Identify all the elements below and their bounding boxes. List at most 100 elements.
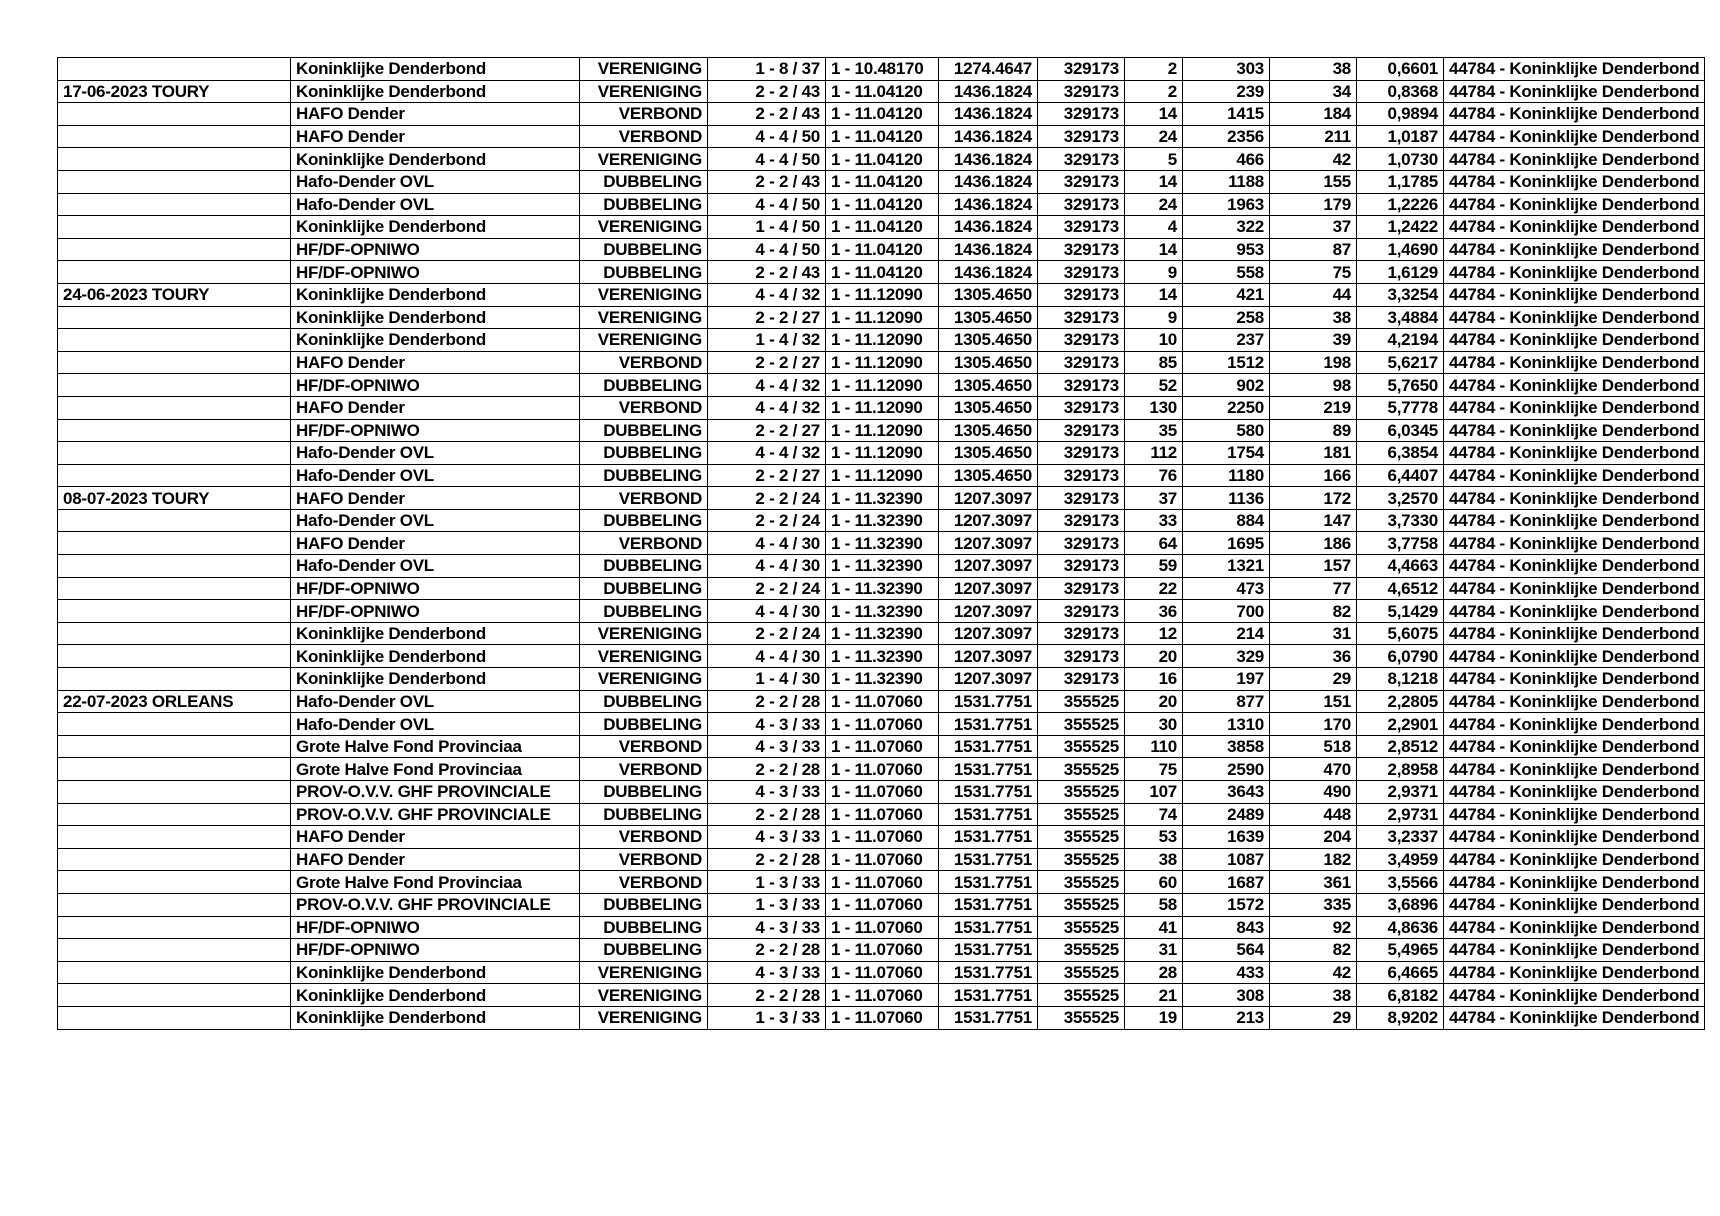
arrival-time-cell: 1 - 11.32390 — [825, 621, 939, 646]
distance-cell: 329173 — [1037, 57, 1125, 81]
table-row: Koninklijke Denderbond VERENIGING 1 - 4 / … — [57, 328, 1706, 352]
placement-cell: 4 - 4 / 30 — [707, 644, 826, 669]
participants-cell: 92 — [1269, 915, 1357, 940]
club-name-cell: HF/DF-OPNIWO — [290, 418, 580, 443]
participants-cell: 87 — [1269, 237, 1357, 262]
arrival-time-cell: 1 - 11.12090 — [825, 441, 939, 465]
member-cell: 44784 - Koninklijke Denderbond — [1442, 57, 1706, 81]
arrival-time-cell: 1 - 11.32390 — [825, 667, 939, 691]
race-date-cell — [57, 802, 291, 827]
table-row: Grote Halve Fond Provinciaa VERBOND 4 - 3 … — [57, 734, 1706, 759]
race-date-cell — [57, 260, 291, 284]
speed-cell: 1531.7751 — [938, 780, 1038, 804]
speed-cell: 1531.7751 — [938, 960, 1038, 985]
coefficient-cell: 3,7758 — [1356, 531, 1444, 556]
arrival-time-cell: 1 - 11.12090 — [825, 463, 939, 488]
arrival-time-cell: 1 - 11.32390 — [825, 554, 939, 578]
participants-cell: 204 — [1269, 825, 1357, 849]
pigeons-cell: 35 — [1124, 418, 1183, 443]
pigeons-cell: 2 — [1124, 79, 1183, 104]
race-date-cell — [57, 554, 291, 578]
participants-cell: 181 — [1269, 441, 1357, 465]
pigeons-cell: 64 — [1124, 531, 1183, 556]
club-name-cell: HF/DF-OPNIWO — [290, 938, 580, 962]
speed-cell: 1531.7751 — [938, 847, 1038, 872]
category-cell: VERBOND — [579, 825, 708, 849]
table-row: Koninklijke Denderbond VERENIGING 1 - 4 / … — [57, 215, 1706, 239]
distance-cell: 355525 — [1037, 938, 1125, 962]
speed-cell: 1305.4650 — [938, 350, 1038, 375]
coefficient-cell: 1,4690 — [1356, 237, 1444, 262]
speed-cell: 1436.1824 — [938, 237, 1038, 262]
member-cell: 44784 - Koninklijke Denderbond — [1442, 780, 1706, 804]
distance-cell: 355525 — [1037, 915, 1125, 940]
category-cell: VERENIGING — [579, 667, 708, 691]
member-cell: 44784 - Koninklijke Denderbond — [1442, 802, 1706, 827]
member-cell: 44784 - Koninklijke Denderbond — [1442, 892, 1706, 917]
club-name-cell: Koninklijke Denderbond — [290, 328, 580, 352]
distance-cell: 329173 — [1037, 328, 1125, 352]
entries-cell: 421 — [1182, 282, 1270, 307]
member-cell: 44784 - Koninklijke Denderbond — [1442, 757, 1706, 781]
placement-cell: 2 - 2 / 27 — [707, 305, 826, 330]
table-row: PROV-O.V.V. GHF PROVINCIALE DUBBELING 1 - … — [57, 892, 1706, 917]
table-row: HF/DF-OPNIWO DUBBELING 4 - 4 / 32 1 - 11.12… — [57, 373, 1706, 397]
member-cell: 44784 - Koninklijke Denderbond — [1442, 260, 1706, 284]
race-date-cell — [57, 147, 291, 171]
category-cell: VERBOND — [579, 350, 708, 375]
placement-cell: 2 - 2 / 24 — [707, 508, 826, 533]
entries-cell: 1572 — [1182, 892, 1270, 917]
member-cell: 44784 - Koninklijke Denderbond — [1442, 667, 1706, 691]
race-date-cell — [57, 960, 291, 985]
arrival-time-cell: 1 - 11.12090 — [825, 373, 939, 397]
coefficient-cell: 1,2226 — [1356, 192, 1444, 217]
entries-cell: 433 — [1182, 960, 1270, 985]
category-cell: VERBOND — [579, 734, 708, 759]
speed-cell: 1436.1824 — [938, 260, 1038, 284]
coefficient-cell: 3,3254 — [1356, 282, 1444, 307]
category-cell: DUBBELING — [579, 689, 708, 714]
distance-cell: 329173 — [1037, 667, 1125, 691]
speed-cell: 1531.7751 — [938, 825, 1038, 849]
participants-cell: 470 — [1269, 757, 1357, 781]
results-table: Koninklijke Denderbond VERENIGING 1 - 8 / … — [57, 57, 1706, 1030]
club-name-cell: HF/DF-OPNIWO — [290, 373, 580, 397]
coefficient-cell: 5,7778 — [1356, 395, 1444, 420]
entries-cell: 3858 — [1182, 734, 1270, 759]
coefficient-cell: 0,8368 — [1356, 79, 1444, 104]
category-cell: DUBBELING — [579, 576, 708, 601]
placement-cell: 2 - 2 / 24 — [707, 621, 826, 646]
speed-cell: 1436.1824 — [938, 169, 1038, 194]
arrival-time-cell: 1 - 11.32390 — [825, 508, 939, 533]
pigeons-cell: 112 — [1124, 441, 1183, 465]
club-name-cell: HAFO Dender — [290, 825, 580, 849]
entries-cell: 580 — [1182, 418, 1270, 443]
entries-cell: 884 — [1182, 508, 1270, 533]
table-row: Hafo-Dender OVL DUBBELING 2 - 2 / 27 1 - 11… — [57, 463, 1706, 488]
coefficient-cell: 6,0345 — [1356, 418, 1444, 443]
table-row: Hafo-Dender OVL DUBBELING 4 - 4 / 50 1 - 11… — [57, 192, 1706, 217]
participants-cell: 42 — [1269, 147, 1357, 171]
arrival-time-cell: 1 - 11.32390 — [825, 599, 939, 623]
placement-cell: 2 - 2 / 28 — [707, 847, 826, 872]
distance-cell: 329173 — [1037, 441, 1125, 465]
placement-cell: 2 - 2 / 27 — [707, 350, 826, 375]
category-cell: VERENIGING — [579, 282, 708, 307]
speed-cell: 1305.4650 — [938, 282, 1038, 307]
race-date-cell — [57, 892, 291, 917]
category-cell: DUBBELING — [579, 463, 708, 488]
pigeons-cell: 59 — [1124, 554, 1183, 578]
participants-cell: 219 — [1269, 395, 1357, 420]
pigeons-cell: 14 — [1124, 102, 1183, 126]
arrival-time-cell: 1 - 11.07060 — [825, 915, 939, 940]
member-cell: 44784 - Koninklijke Denderbond — [1442, 282, 1706, 307]
club-name-cell: Koninklijke Denderbond — [290, 282, 580, 307]
club-name-cell: Koninklijke Denderbond — [290, 1005, 580, 1030]
placement-cell: 4 - 3 / 33 — [707, 712, 826, 736]
entries-cell: 1754 — [1182, 441, 1270, 465]
entries-cell: 258 — [1182, 305, 1270, 330]
pigeons-cell: 16 — [1124, 667, 1183, 691]
member-cell: 44784 - Koninklijke Denderbond — [1442, 350, 1706, 375]
category-cell: DUBBELING — [579, 938, 708, 962]
entries-cell: 1321 — [1182, 554, 1270, 578]
